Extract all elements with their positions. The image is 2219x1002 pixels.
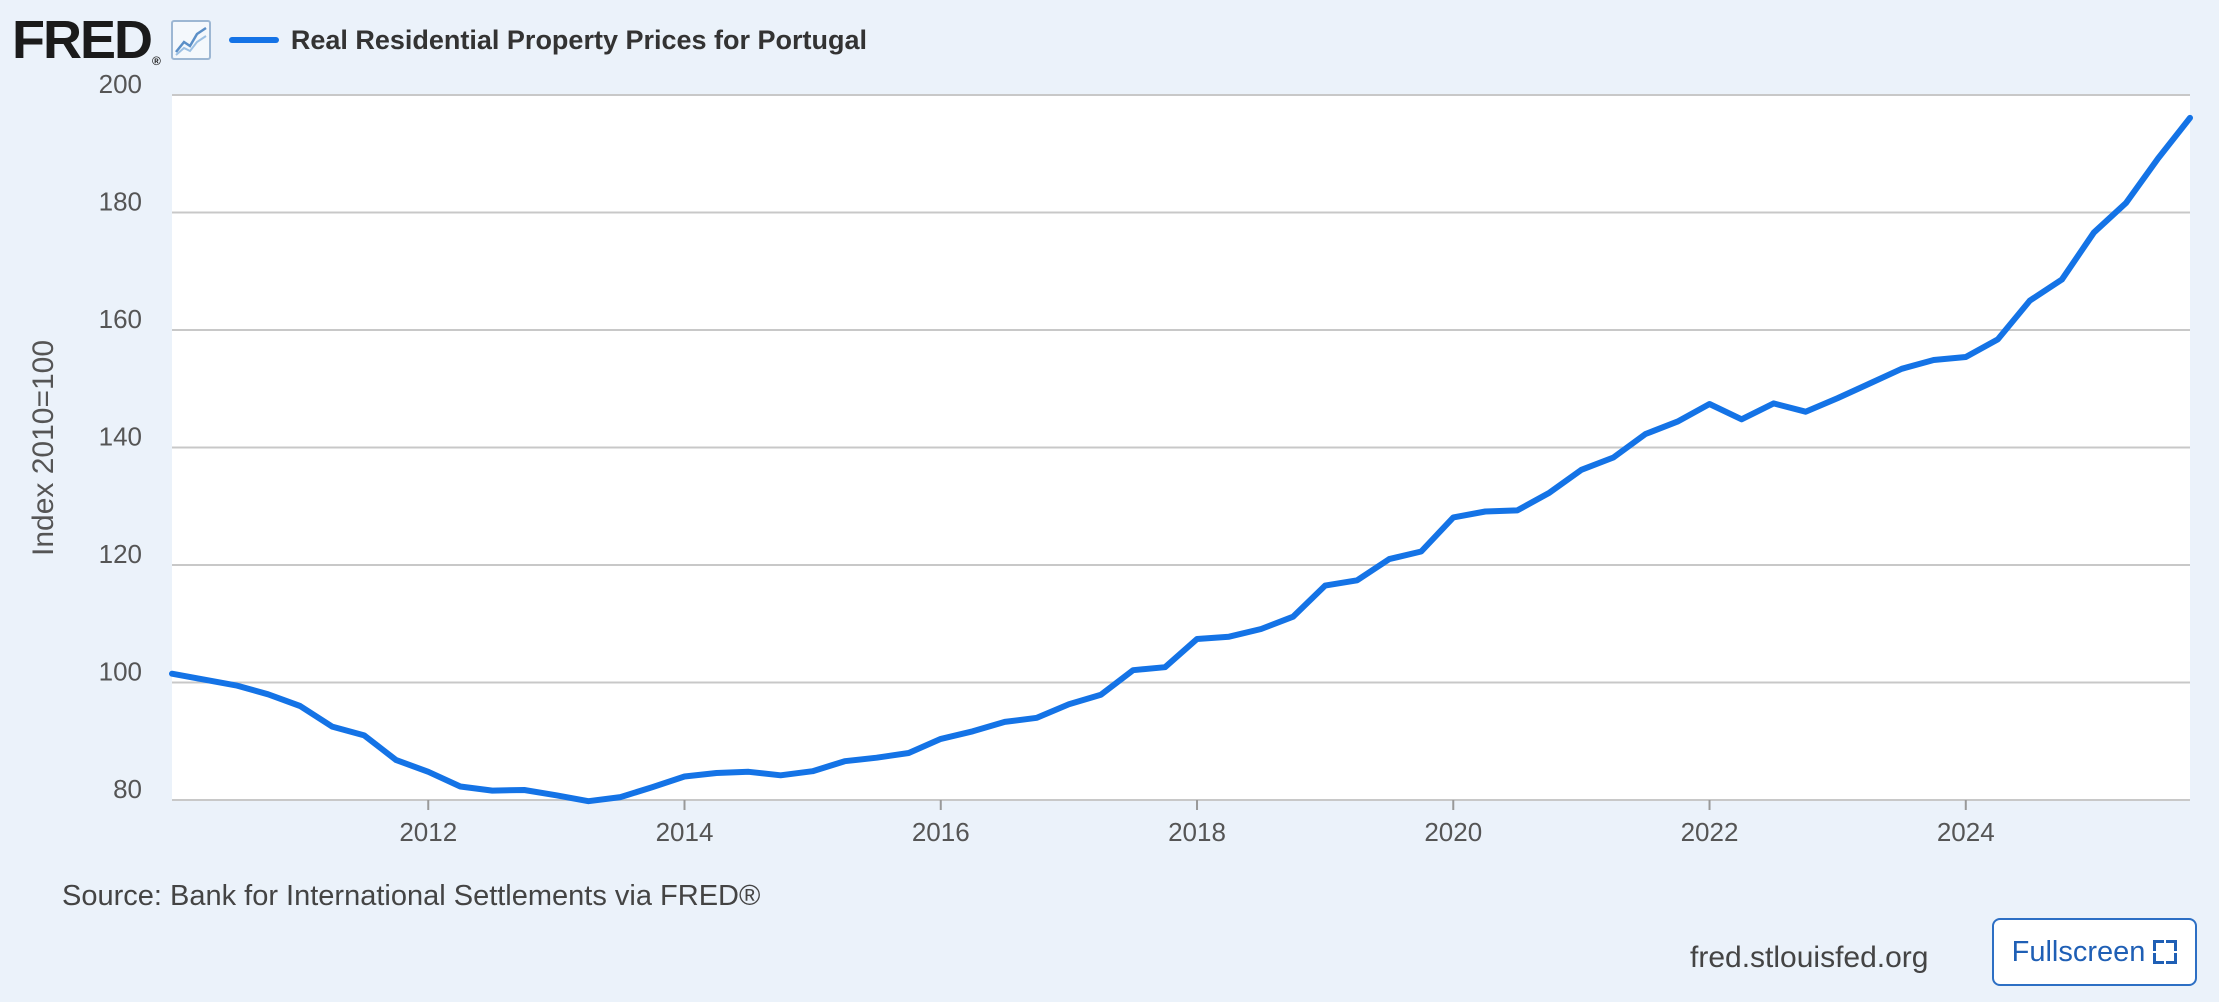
x-tick-label: 2016 (912, 817, 970, 847)
site-link[interactable]: fred.stlouisfed.org (1690, 941, 1929, 974)
y-axis-label: Index 2010=100 (27, 340, 60, 556)
y-tick-label: 100 (99, 657, 142, 687)
legend-line-swatch (228, 37, 279, 43)
series-line (169, 114, 2193, 805)
x-tick-label: 2022 (1681, 817, 1739, 847)
chart-header: FRED® Real Residential Property Prices f… (12, 10, 867, 70)
y-tick-label: 200 (99, 69, 142, 99)
y-tick-label: 180 (99, 187, 142, 217)
y-tick-label: 160 (99, 304, 142, 334)
x-tick-label: 2020 (1424, 817, 1482, 847)
fred-logo-text: FRED (12, 10, 153, 70)
x-tick-label: 2018 (1168, 817, 1226, 847)
fullscreen-button[interactable]: Fullscreen (1992, 918, 2197, 986)
x-tick-label: 2024 (1937, 817, 1995, 847)
y-tick-label: 140 (99, 422, 142, 452)
fred-logo[interactable]: FRED® (12, 13, 161, 67)
legend-label: Real Residential Property Prices for Por… (290, 24, 868, 55)
fullscreen-label: Fullscreen (2011, 935, 2146, 968)
fullscreen-icon (2153, 940, 2178, 964)
source-text: Source: Bank for International Settlemen… (62, 880, 761, 912)
x-tick-label: 2014 (656, 817, 714, 847)
x-tick-label: 2012 (399, 817, 457, 847)
y-tick-label: 120 (99, 539, 142, 569)
line-chart-icon[interactable] (170, 20, 211, 60)
y-tick-label: 80 (113, 774, 142, 804)
fred-logo-reg: ® (152, 54, 161, 68)
